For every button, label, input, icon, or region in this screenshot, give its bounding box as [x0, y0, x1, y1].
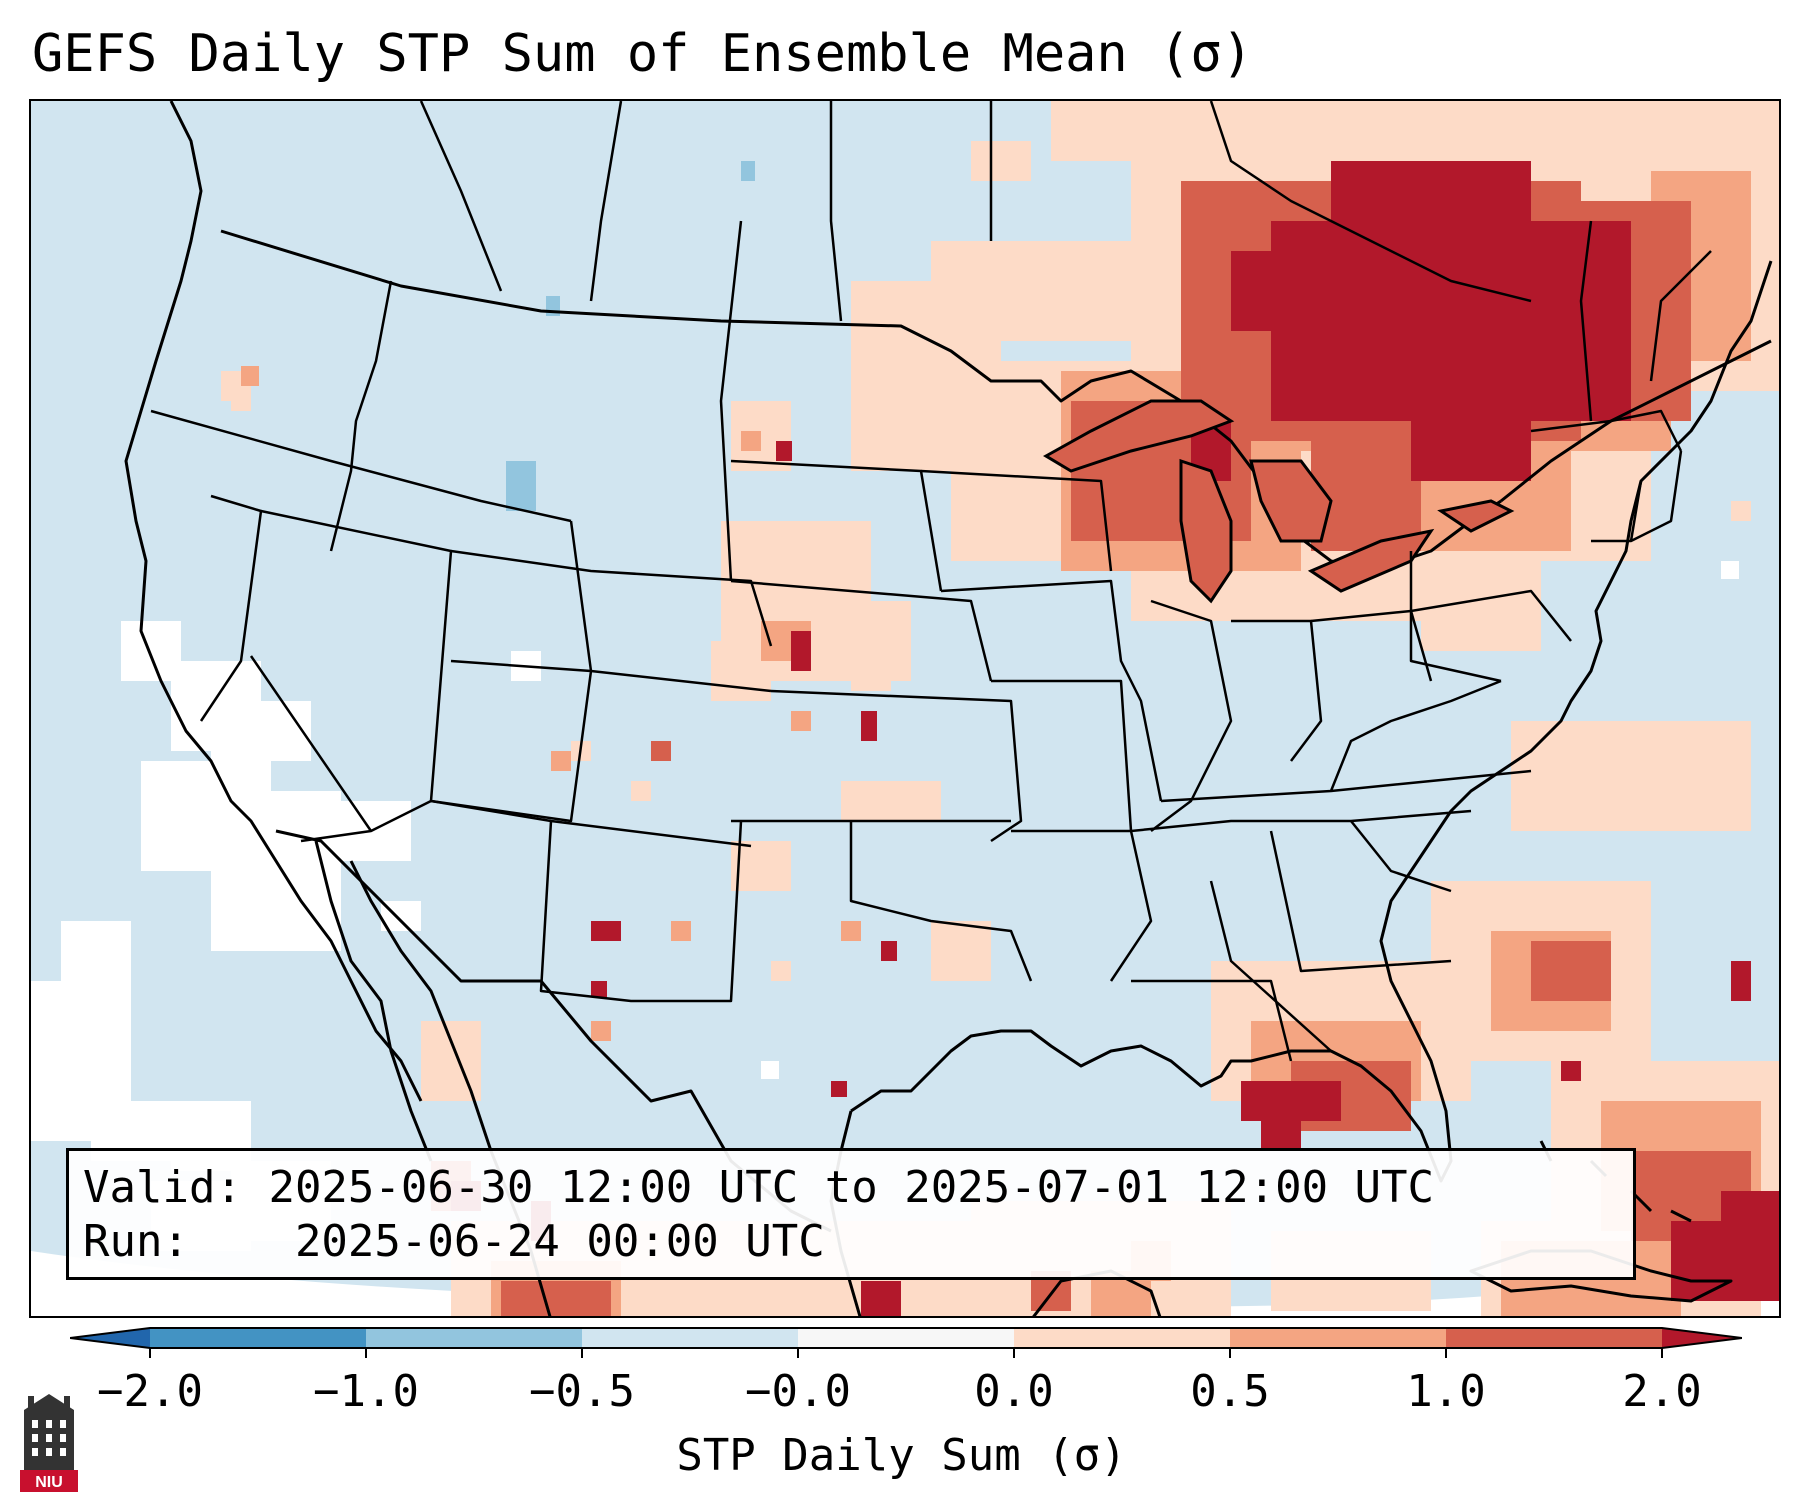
colorbar-segment-3 [582, 1328, 798, 1348]
colorbar-tick-label: 1.0 [1406, 1366, 1486, 1417]
colorbar-tick-label: 2.0 [1622, 1366, 1702, 1417]
map-panel [29, 99, 1781, 1318]
lake-huron [1249, 459, 1333, 543]
lake-erie [1307, 528, 1435, 593]
canada-east [1500, 339, 1772, 503]
colorbar-tick-label: −2.0 [97, 1366, 203, 1417]
state-boundaries [150, 101, 1712, 1062]
lake-ontario [1437, 499, 1515, 533]
logo-text: NIU [35, 1474, 63, 1491]
great-lakes [1043, 399, 1515, 604]
colorbar-segment-5 [1014, 1328, 1230, 1348]
colorbar-tick-label: −0.0 [745, 1366, 851, 1417]
colorbar-label: STP Daily Sum (σ) [676, 1430, 1127, 1481]
valid-label: Valid: [83, 1162, 242, 1213]
colorbar-tick-label: −0.5 [529, 1366, 635, 1417]
extreme-positive-cells [451, 161, 1779, 1316]
colorbar-tick-label: −1.0 [313, 1366, 419, 1417]
colorbar-max-arrow [1662, 1328, 1742, 1348]
colorbar-tick-label: 0.5 [1190, 1366, 1270, 1417]
valid-time-box: Valid: 2025-06-30 12:00 UTC to 2025-07-0… [66, 1148, 1636, 1280]
gulf-coast [850, 260, 1773, 1183]
colorbar-tick-marks [149, 1348, 1663, 1358]
colorbar-segment-1 [150, 1328, 366, 1348]
niu-logo-icon: NIU [20, 1394, 78, 1492]
lake-michigan [1179, 458, 1233, 604]
run-value: 2025-06-24 00:00 UTC [294, 1216, 825, 1267]
baja-coast [314, 840, 433, 1162]
run-label: Run: [83, 1216, 189, 1267]
pacific-coast [124, 101, 423, 1102]
map-canvas [31, 101, 1779, 1316]
colorbar-segment-6 [1230, 1328, 1446, 1348]
colorbar-tick-label: 0.0 [974, 1366, 1054, 1417]
colorbar-segment-4 [798, 1328, 1014, 1348]
colorbar-min-arrow [70, 1328, 150, 1348]
run-row: Run: 2025-06-24 00:00 UTC [83, 1215, 1619, 1269]
lake-superior [1043, 399, 1235, 473]
valid-value: 2025-06-30 12:00 UTC to 2025-07-01 12:00… [268, 1162, 1435, 1213]
colorbar [70, 1327, 1742, 1358]
colorbar-segment-7 [1446, 1328, 1662, 1348]
page-title: GEFS Daily STP Sum of Ensemble Mean (σ) [32, 24, 1253, 84]
valid-row: Valid: 2025-06-30 12:00 UTC to 2025-07-0… [83, 1161, 1619, 1215]
colorbar-segment-2 [366, 1328, 582, 1348]
